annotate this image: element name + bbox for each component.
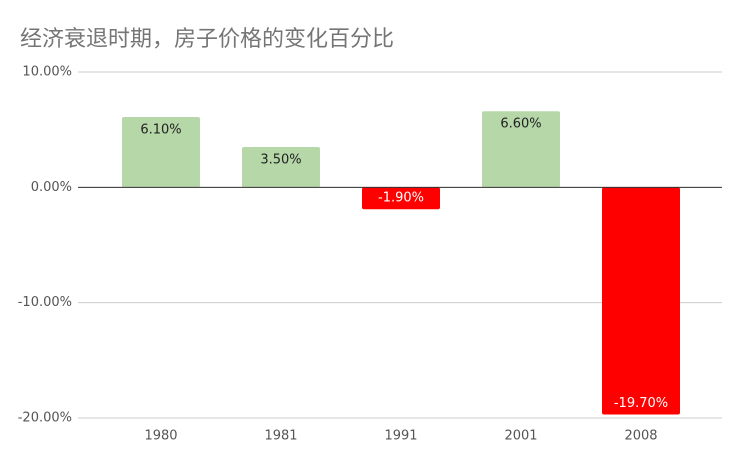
bar bbox=[362, 187, 440, 210]
x-tick-label: 1981 bbox=[264, 429, 297, 444]
x-tick-label: 1980 bbox=[144, 429, 177, 444]
value-label: -1.90% bbox=[378, 191, 424, 206]
bar bbox=[482, 111, 560, 188]
y-tick-label: -10.00% bbox=[18, 295, 72, 310]
chart-title: 经济衰退时期，房子价格的变化百分比 bbox=[20, 27, 394, 52]
y-tick-label: 0.00% bbox=[31, 180, 72, 195]
value-label: 6.10% bbox=[140, 122, 181, 137]
x-tick-label: 2008 bbox=[624, 429, 657, 444]
bar bbox=[122, 116, 200, 188]
y-tick-label: -20.00% bbox=[18, 411, 72, 426]
x-tick-label: 1991 bbox=[384, 429, 417, 444]
bar bbox=[242, 146, 320, 188]
x-tick-label: 2001 bbox=[504, 429, 537, 444]
value-label: 6.60% bbox=[500, 117, 541, 132]
value-label: 3.50% bbox=[260, 152, 301, 167]
value-label: -19.70% bbox=[614, 396, 668, 411]
bar bbox=[602, 187, 680, 415]
y-tick-label: 10.00% bbox=[22, 65, 72, 80]
